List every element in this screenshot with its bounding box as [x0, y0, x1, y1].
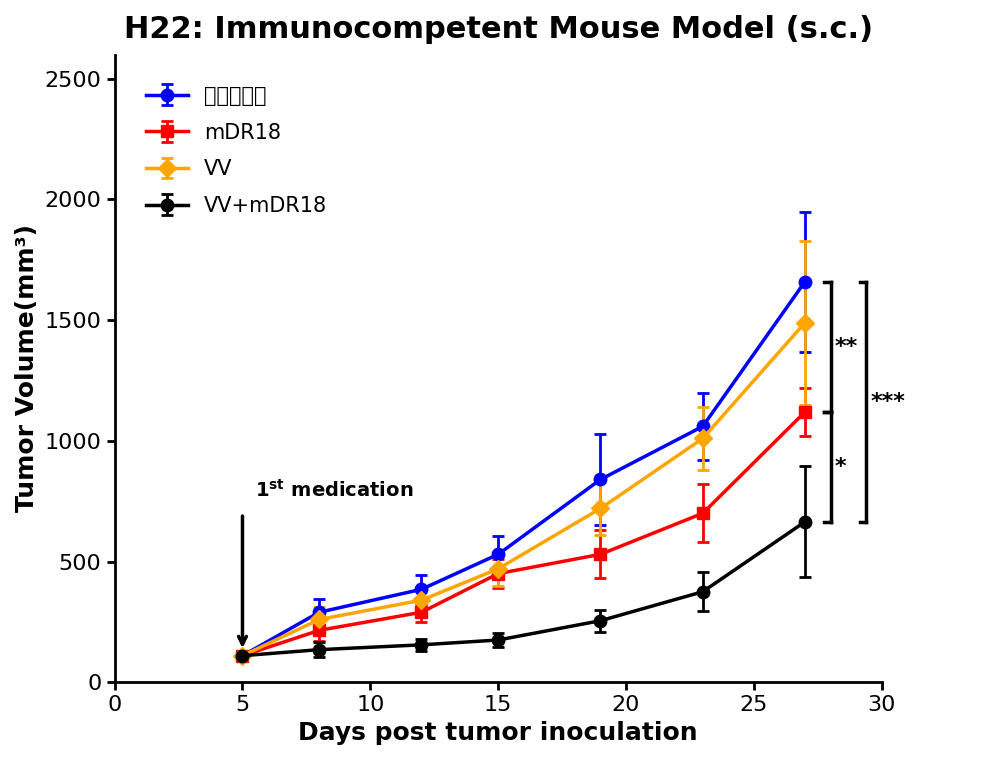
Text: $\mathbf{1^{st}}$ medication: $\mathbf{1^{st}}$ medication — [255, 480, 414, 501]
Text: *: * — [834, 457, 846, 477]
Text: ***: *** — [870, 391, 905, 412]
Title: H22: Immunocompetent Mouse Model (s.c.): H22: Immunocompetent Mouse Model (s.c.) — [124, 15, 873, 44]
X-axis label: Days post tumor inoculation: Days post tumor inoculation — [298, 721, 698, 745]
Y-axis label: Tumor Volume(mm³): Tumor Volume(mm³) — [15, 224, 39, 512]
Legend: 辅料对照组, mDR18, VV, VV+mDR18: 辅料对照组, mDR18, VV, VV+mDR18 — [125, 65, 348, 237]
Text: **: ** — [834, 337, 858, 356]
